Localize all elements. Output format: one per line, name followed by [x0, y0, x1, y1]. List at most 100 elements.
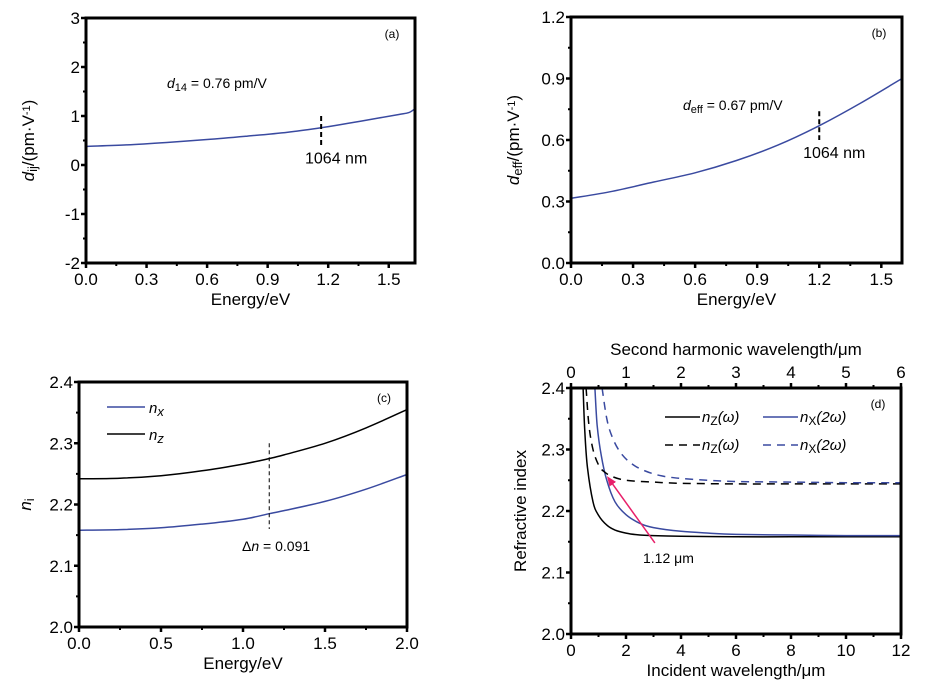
y-title-close: )	[504, 95, 523, 101]
legend-sub: X	[808, 442, 816, 456]
x-tick-label: 0.9	[745, 270, 769, 289]
y-axis-title: deff/(pm·V-1)	[504, 95, 525, 185]
y-tick-label: 3	[71, 9, 80, 28]
plot-frame	[84, 16, 417, 265]
series-line-a-0	[85, 108, 416, 148]
x-tick-label: 1.2	[807, 270, 831, 289]
x-tick-label: 0.0	[559, 270, 583, 289]
legend-label-0: nZ(ω)	[702, 409, 739, 428]
panel-label: (c)	[377, 391, 391, 405]
y-tick-label: 2.1	[49, 557, 73, 576]
series-line-d-2	[585, 387, 901, 485]
arrow-annotation	[606, 476, 656, 544]
x2-axis-title: Second harmonic wavelength/μm	[610, 340, 862, 359]
marker-label: 1064 nm	[305, 150, 367, 167]
value-text: = 0.76 pm/V	[187, 75, 267, 91]
x-tick-label: 4	[676, 641, 685, 660]
legend-var: n	[149, 427, 157, 444]
panel-label: (a)	[385, 27, 400, 41]
y-title-close: )	[19, 100, 38, 106]
x-tick-label: 6	[731, 641, 740, 660]
plot-frame	[569, 15, 904, 265]
legend-label-x: nx	[149, 400, 164, 419]
value-var: d	[167, 75, 176, 91]
y-axis-title: Refractive index	[511, 450, 530, 572]
y-tick-label: 2.0	[541, 625, 565, 644]
panel-label: (b)	[872, 26, 887, 40]
y-tick-label: 2.1	[541, 564, 565, 583]
arrow-label: 1.12 μm	[643, 550, 694, 566]
x-tick-label: 0	[566, 641, 575, 660]
y-tick-label: -1	[65, 205, 80, 224]
y-tick-label: 2.2	[541, 502, 565, 521]
y-tick-label: 2.2	[49, 496, 73, 515]
x-axis-title: Energy/eV	[203, 654, 283, 673]
panel-c: 0.0 0.5 1.0 1.5 2.0 2.0 2.1 2.2 2.3 2.4 Energy/eV n…	[16, 373, 419, 673]
y-title-sub: eff	[510, 161, 525, 176]
delta-text: = 0.091	[259, 538, 310, 554]
y-tick-label: 0.9	[541, 70, 565, 89]
legend-var: n	[149, 400, 157, 417]
legend-arg: (ω)	[718, 437, 740, 454]
legend-arg: (2ω)	[816, 409, 846, 426]
x2-tick-label: 3	[731, 363, 740, 382]
legend-label-2: nZ(ω)	[702, 437, 739, 456]
x-tick-label: 12	[892, 641, 911, 660]
x-tick-label: 0.3	[135, 270, 159, 289]
x-tick-label: 1.5	[869, 270, 893, 289]
x2-tick-label: 6	[896, 363, 905, 382]
x-tick-label: 8	[786, 641, 795, 660]
legend-var: n	[702, 409, 710, 426]
value-var: d	[683, 97, 692, 113]
marker-label: 1064 nm	[803, 145, 865, 162]
x-tick-label: 0.9	[256, 270, 280, 289]
y-title-sub: i	[22, 498, 37, 501]
y-tick-label: 0.6	[541, 131, 565, 150]
y-tick-label: 2.3	[49, 434, 73, 453]
delta-var: n	[251, 538, 259, 554]
x-tick-label: 1.0	[231, 634, 255, 653]
series-line-d-0	[582, 387, 901, 538]
legend-sub: z	[156, 431, 164, 446]
legend-sub: Z	[710, 442, 717, 456]
x-tick-label: 0.3	[621, 270, 645, 289]
legend-var: n	[800, 409, 808, 426]
x-axis-title: Incident wavelength/μm	[647, 661, 826, 680]
series-line-c-0	[78, 473, 408, 531]
x-tick-label: 2.0	[395, 634, 419, 653]
x-tick-label: 0.5	[149, 634, 173, 653]
x-axis-title: Energy/eV	[211, 290, 291, 309]
legend-var: n	[800, 437, 808, 454]
x-tick-label: 0.0	[74, 270, 98, 289]
x-tick-label: 0.6	[195, 270, 219, 289]
panel-label: (d)	[871, 397, 886, 411]
y-tick-label: 2	[71, 58, 80, 77]
value-sub: 14	[175, 82, 187, 94]
legend-var: n	[702, 437, 710, 454]
x2-tick-label: 0	[566, 363, 575, 382]
y-tick-label: 2.4	[541, 379, 565, 398]
legend-sub: x	[156, 404, 164, 419]
y-tick-label: 0.0	[541, 254, 565, 273]
series-line-d-3	[601, 387, 902, 484]
x-tick-label: 1.2	[316, 270, 340, 289]
x-tick-label: 1.5	[377, 270, 401, 289]
x-tick-label: 1.5	[313, 634, 337, 653]
y-tick-label: 2.3	[541, 441, 565, 460]
value-text: = 0.67 pm/V	[703, 97, 783, 113]
x2-tick-label: 2	[676, 363, 685, 382]
value-annotation: deff = 0.67 pm/V	[683, 97, 783, 116]
delta-annotation: Δn = 0.091	[242, 538, 310, 554]
y-tick-label: 1.2	[541, 8, 565, 27]
series-line-d-1	[594, 387, 902, 537]
x-tick-label: 0.6	[683, 270, 707, 289]
y-tick-label: 2.4	[49, 373, 73, 392]
y-title-sup: -1	[21, 105, 33, 115]
x-tick-label: 2	[621, 641, 630, 660]
y-title-var: n	[16, 501, 35, 510]
panel-a: 0.0 0.3 0.6 0.9 1.2 1.5-2-10123Energy/eVdij/(…	[19, 9, 417, 309]
y-tick-label: 0.3	[541, 193, 565, 212]
legend-label-1: nX(2ω)	[800, 409, 846, 428]
